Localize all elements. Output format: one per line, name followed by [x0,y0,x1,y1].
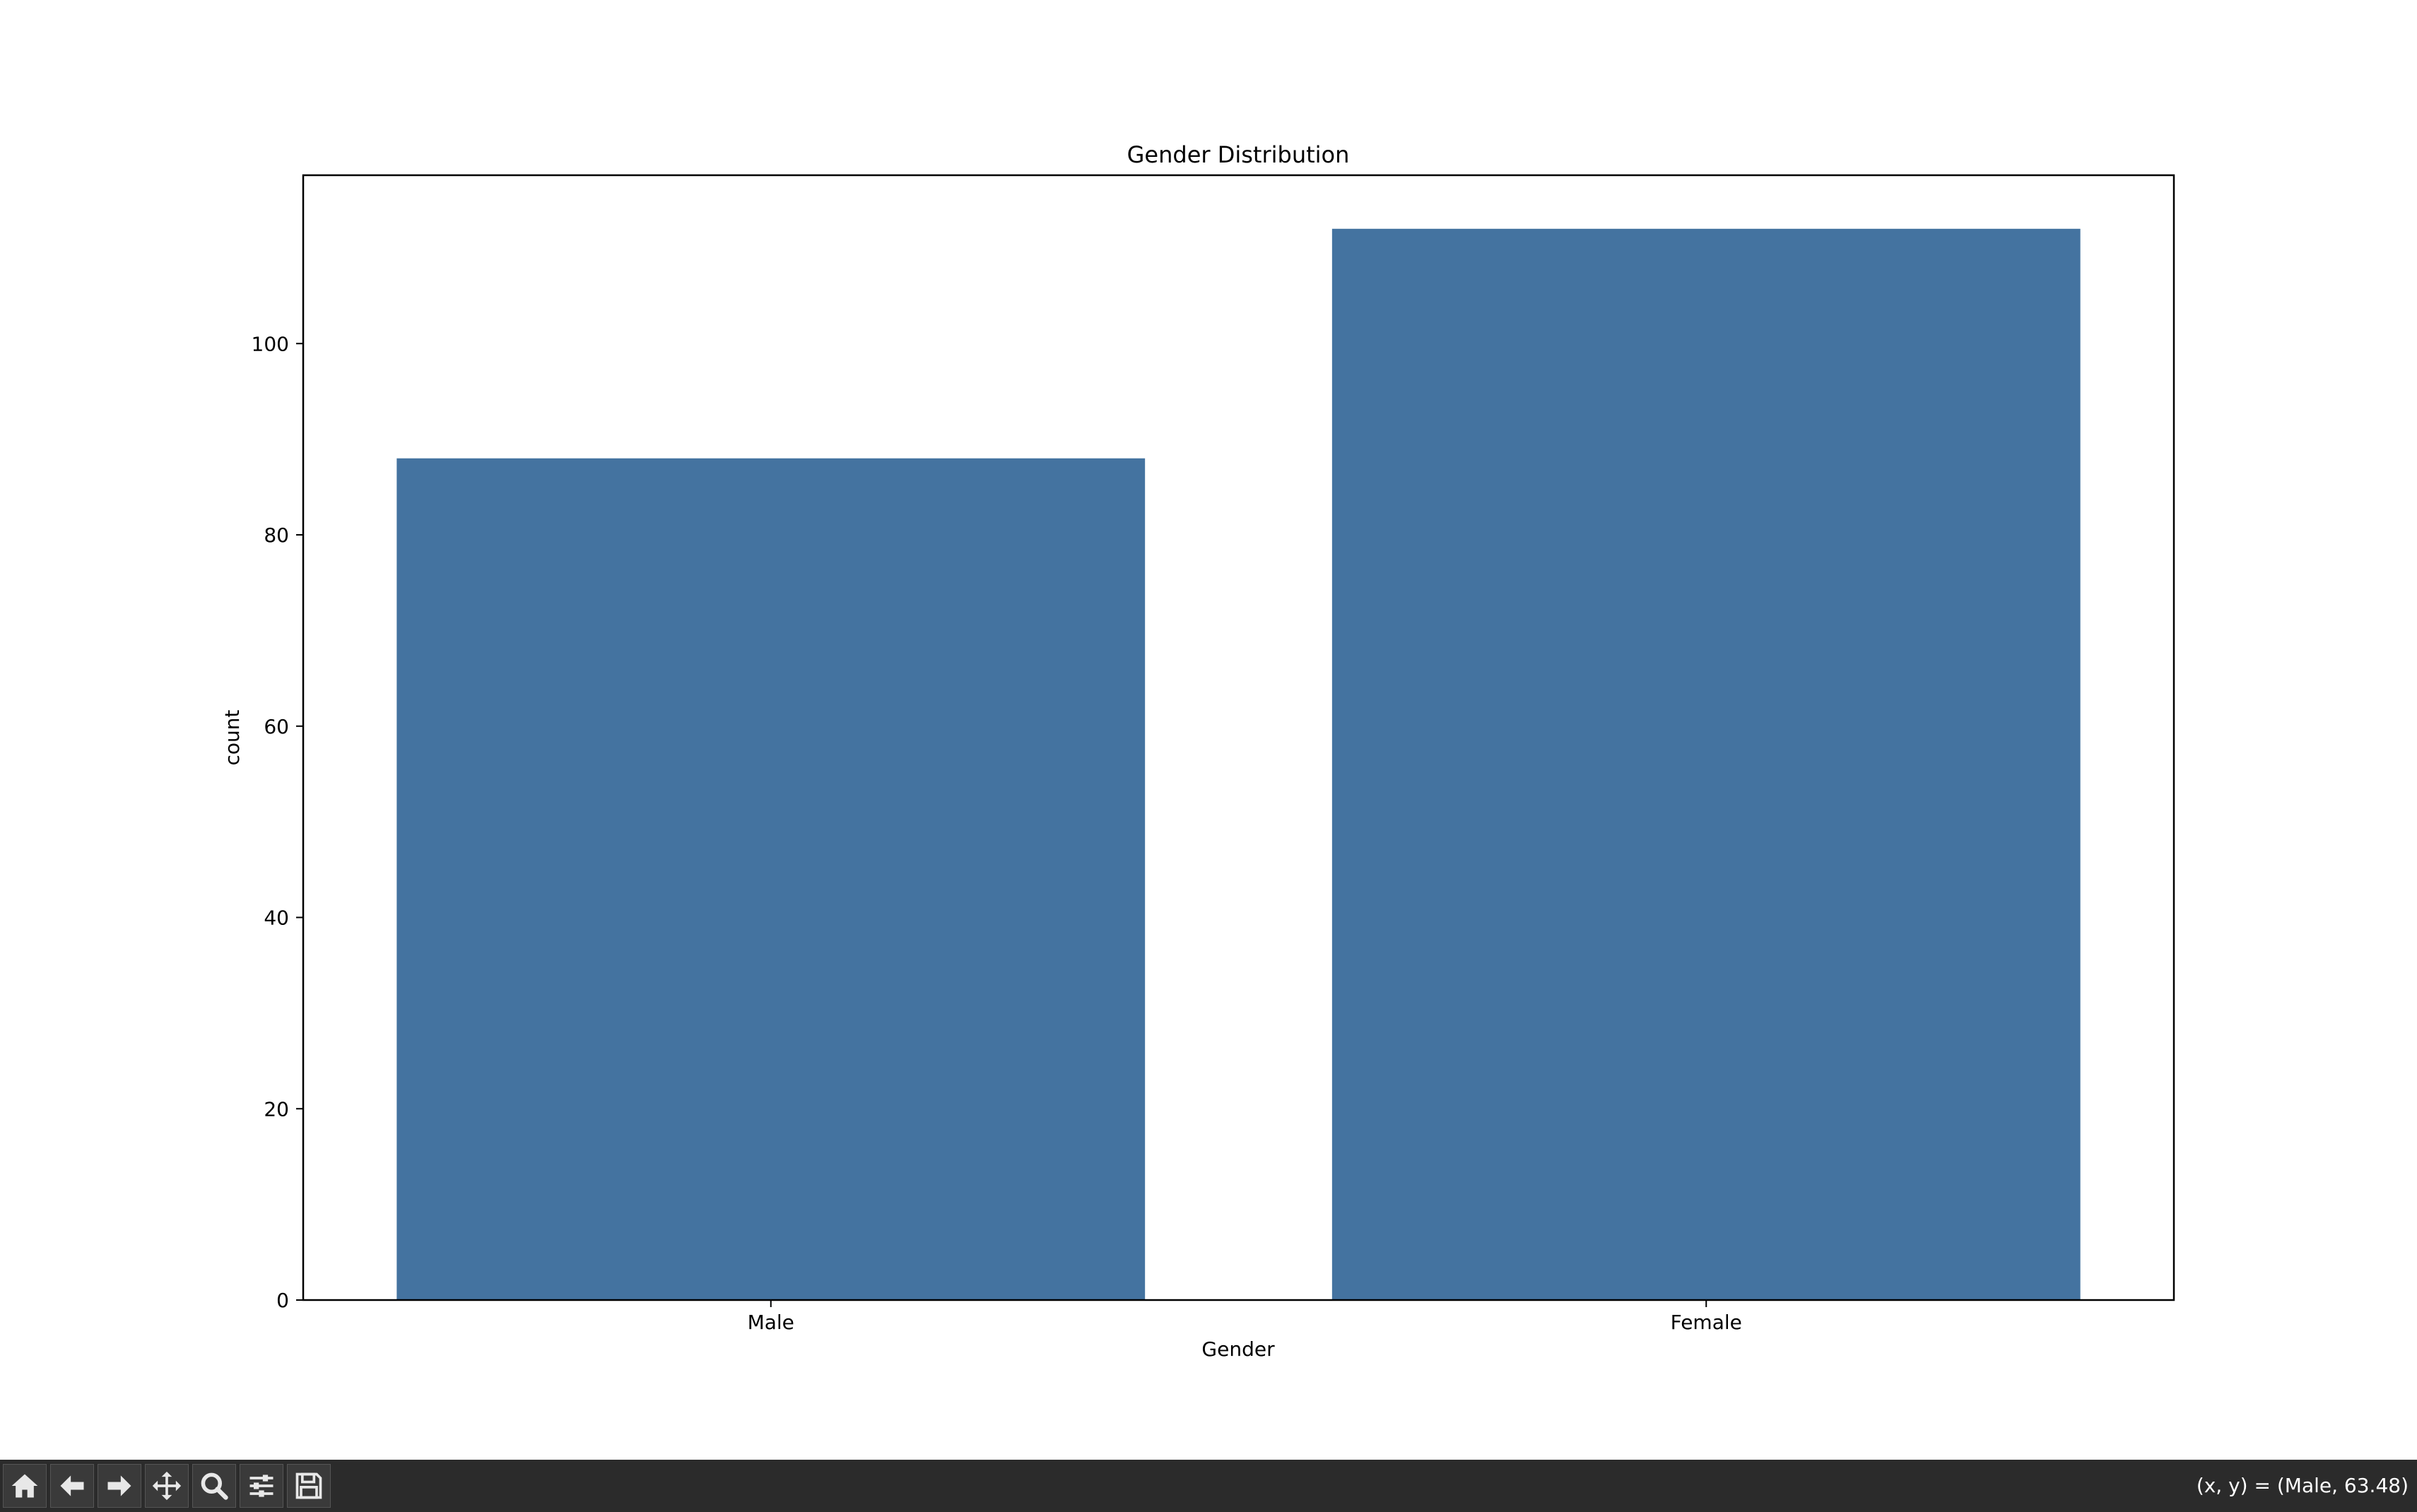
pan-button[interactable] [145,1464,189,1508]
magnifier-icon [201,1472,228,1500]
forward-button[interactable] [98,1464,141,1508]
plot-frame [302,174,2175,1301]
y-axis: 0 20 40 60 80 100 [252,332,303,1312]
arrow-left-icon [60,1475,84,1496]
zoom-button[interactable] [192,1464,236,1508]
y-tick-label: 20 [264,1097,289,1121]
chart: Gender Distribution 0 20 40 60 80 100 Male Fem… [220,141,2175,1361]
y-tick-label: 80 [264,524,289,547]
bars-layer [396,228,2081,1300]
home-button[interactable] [3,1464,47,1508]
arrow-right-icon [107,1475,131,1496]
y-tick-label: 0 [276,1289,289,1312]
y-axis-label: count [220,709,244,765]
y-tick-label: 40 [264,906,289,930]
home-icon [11,1474,38,1498]
figure-canvas[interactable]: Gender Distribution 0 20 40 60 80 100 Male Fem… [0,0,2417,1460]
chart-title: Gender Distribution [1127,141,1350,168]
x-tick-label: Male [748,1311,794,1334]
back-button[interactable] [50,1464,94,1508]
x-axis: Male Female [748,1300,1742,1334]
bar-female [1331,228,2081,1300]
floppy-disk-icon [295,1472,322,1499]
bar-male [396,458,1146,1300]
x-axis-label: Gender [1201,1337,1275,1361]
navigation-toolbar: (x, y) = (Male, 63.48) [0,1460,2417,1512]
x-tick-label: Female [1671,1311,1742,1334]
move-icon [152,1471,182,1501]
coordinate-readout: (x, y) = (Male, 63.48) [2196,1474,2409,1497]
sliders-icon [249,1475,274,1497]
save-button[interactable] [287,1464,331,1508]
y-tick-label: 60 [264,715,289,738]
y-tick-label: 100 [252,332,289,355]
configure-subplots-button[interactable] [240,1464,283,1508]
